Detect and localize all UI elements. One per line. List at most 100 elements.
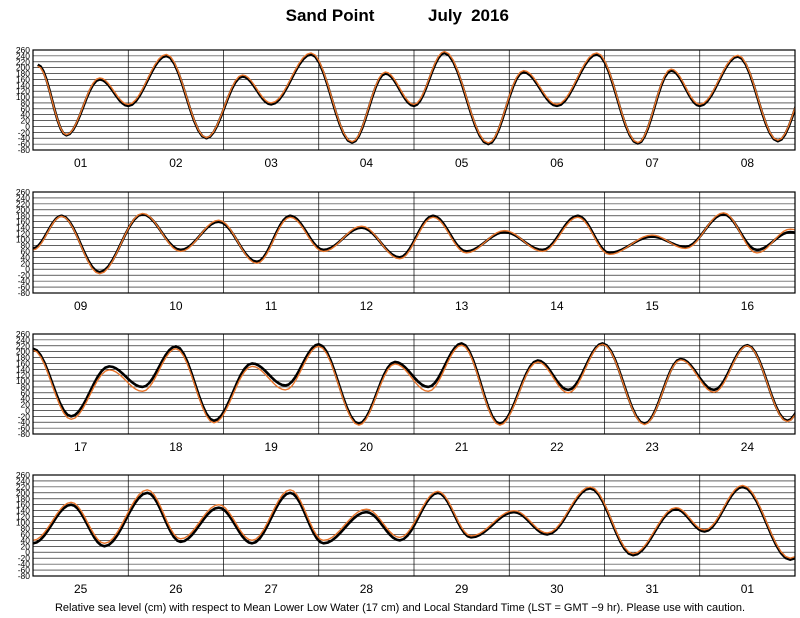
y-tick-label: 160	[16, 74, 30, 84]
y-tick-label: 20	[21, 541, 31, 551]
y-tick-label: -40	[18, 417, 31, 427]
y-tick-label: 40	[21, 394, 31, 404]
observed-series-line	[33, 342, 795, 426]
y-tick-label: -80	[18, 288, 31, 298]
year-title: 2016	[471, 6, 509, 25]
observed-series-line	[33, 485, 795, 561]
y-tick-label: 120	[16, 370, 30, 380]
y-tick-label: 240	[16, 193, 30, 203]
tide-panel-2: 260240220200180160140120100806040200-20-…	[16, 187, 796, 313]
y-tick-label: 160	[16, 217, 30, 227]
y-tick-label: 220	[16, 341, 30, 351]
day-label: 01	[74, 156, 88, 170]
panel-curves	[33, 342, 795, 426]
y-tick-label: 60	[21, 529, 31, 539]
day-label: 08	[741, 156, 755, 170]
day-label: 23	[645, 440, 659, 454]
y-tick-label: 80	[21, 240, 31, 250]
tide-panel-1: 260240220200180160140120100806040200-20-…	[16, 45, 796, 170]
day-label: 02	[169, 156, 183, 170]
y-tick-label: 40	[21, 110, 31, 120]
day-label: 20	[360, 440, 374, 454]
day-label: 09	[74, 299, 88, 313]
y-tick-label: -20	[18, 553, 31, 563]
day-label: 22	[550, 440, 564, 454]
predicted-series-line	[33, 343, 795, 426]
panel-curves	[33, 212, 795, 275]
y-tick-label: 20	[21, 400, 31, 410]
panel-frame	[32, 191, 796, 294]
y-tick-label: -60	[18, 423, 31, 433]
y-tick-label: 180	[16, 494, 30, 504]
y-tick-label: 100	[16, 235, 30, 245]
y-tick-label: 120	[16, 512, 30, 522]
y-tick-label: 260	[16, 329, 30, 339]
predicted-series-line	[33, 212, 795, 275]
day-label: 12	[360, 299, 374, 313]
y-tick-label: -40	[18, 559, 31, 569]
footer-note: Relative sea level (cm) with respect to …	[55, 602, 745, 614]
day-label: 28	[360, 582, 374, 596]
y-tick-label: 140	[16, 223, 30, 233]
y-tick-label: 180	[16, 69, 30, 79]
y-tick-label: -40	[18, 133, 31, 143]
day-label: 05	[455, 156, 469, 170]
y-tick-label: 140	[16, 364, 30, 374]
y-tick-label: 80	[21, 523, 31, 533]
y-tick-label: 220	[16, 57, 30, 67]
panel-frame	[32, 333, 796, 435]
y-tick-label: 220	[16, 482, 30, 492]
y-tick-label: 100	[16, 518, 30, 528]
y-tick-label: -20	[18, 270, 31, 280]
day-label: 24	[741, 440, 755, 454]
day-label: 13	[455, 299, 469, 313]
y-tick-label: 260	[16, 187, 30, 197]
day-label: 27	[264, 582, 278, 596]
day-label: 04	[360, 156, 374, 170]
observed-series-line	[33, 212, 795, 274]
y-tick-label: 60	[21, 104, 31, 114]
y-tick-label: 0	[25, 121, 30, 131]
predicted-series-line	[37, 50, 795, 144]
y-tick-label: 260	[16, 470, 30, 480]
y-tick-label: -80	[18, 429, 31, 439]
day-label: 01	[741, 582, 755, 596]
y-tick-label: 180	[16, 353, 30, 363]
y-tick-label: 0	[25, 547, 30, 557]
y-tick-label: 220	[16, 199, 30, 209]
station-title: Sand Point	[286, 6, 375, 25]
y-tick-label: 80	[21, 98, 31, 108]
y-tick-label: 240	[16, 476, 30, 486]
y-tick-label: 80	[21, 382, 31, 392]
tide-panel-3: 260240220200180160140120100806040200-20-…	[16, 329, 796, 454]
y-tick-label: 40	[21, 252, 31, 262]
panel-frame	[32, 49, 796, 151]
tide-panel-4: 260240220200180160140120100806040200-20-…	[16, 470, 796, 596]
panel-curves	[37, 50, 795, 146]
y-tick-label: 120	[16, 229, 30, 239]
y-tick-label: 60	[21, 388, 31, 398]
day-label: 14	[550, 299, 564, 313]
day-label: 18	[169, 440, 183, 454]
y-tick-label: 200	[16, 488, 30, 498]
panel-frame	[32, 474, 796, 577]
y-tick-label: 20	[21, 258, 31, 268]
day-label: 29	[455, 582, 469, 596]
y-tick-label: 260	[16, 45, 30, 55]
day-label: 25	[74, 582, 88, 596]
y-tick-label: 200	[16, 63, 30, 73]
day-label: 15	[645, 299, 659, 313]
y-tick-label: 120	[16, 86, 30, 96]
y-tick-label: -60	[18, 565, 31, 575]
y-tick-label: -60	[18, 139, 31, 149]
day-label: 06	[550, 156, 564, 170]
y-tick-label: 0	[25, 264, 30, 274]
day-label: 10	[169, 299, 183, 313]
y-tick-label: 160	[16, 500, 30, 510]
day-label: 17	[74, 440, 88, 454]
y-tick-label: -20	[18, 127, 31, 137]
y-tick-label: 240	[16, 335, 30, 345]
y-tick-label: 160	[16, 358, 30, 368]
day-label: 19	[264, 440, 278, 454]
